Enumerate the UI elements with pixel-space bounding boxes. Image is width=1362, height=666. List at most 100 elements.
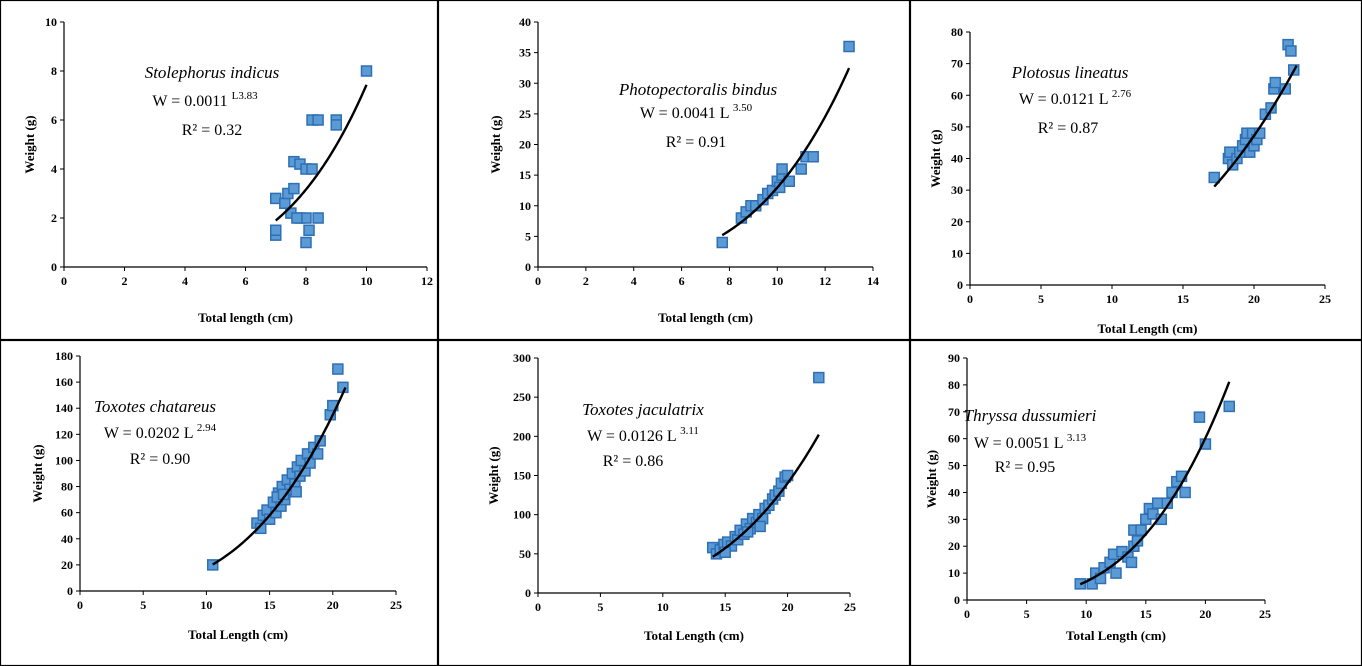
- x-tick-label: 20: [1199, 607, 1211, 621]
- data-point: [1110, 567, 1122, 579]
- r-squared-text: R² = 0.32: [182, 122, 243, 139]
- y-tick-label: 60: [951, 88, 963, 102]
- x-axis-label: Total Length (cm): [644, 628, 744, 643]
- x-tick-label: 10: [361, 274, 373, 288]
- data-point: [1223, 400, 1235, 413]
- data-point: [306, 163, 318, 175]
- equation-main: W = 0.0011: [152, 93, 231, 110]
- species-name: Toxotes jaculatrix: [582, 400, 704, 419]
- chart-panel-2: 0 5 10 15 20 25 30 35 40 0 2 4 6 8 10 12 14 Total length …: [438, 0, 910, 340]
- y-tick-label: 25: [519, 107, 531, 121]
- y-tick-label: 70: [948, 405, 960, 419]
- data-point: [291, 212, 303, 224]
- x-tick-label: 4: [631, 274, 637, 288]
- y-tick-label: 150: [513, 469, 531, 483]
- y-tick-label: 90: [948, 351, 960, 365]
- y-tick-label: 80: [61, 480, 73, 494]
- chart-svg-2: 0 5 10 15 20 25 30 35 40 0 2 4 6 8 10 12 14 Total length …: [438, 0, 910, 340]
- x-axis-label: Total length (cm): [198, 310, 293, 325]
- x-tick-label: 0: [535, 274, 541, 288]
- data-point: [807, 151, 819, 163]
- species-name: Photopectoralis bindus: [618, 80, 778, 99]
- x-tick-label: 20: [1248, 292, 1260, 306]
- chart-svg-1: 0 2 4 6 8 10 0 2 4 6 8 10 12 Total length (cm) Weight …: [0, 0, 438, 340]
- data-point: [312, 114, 324, 126]
- data-point: [773, 181, 786, 194]
- panel-border: [438, 0, 910, 340]
- y-axis-label: Weight (g): [924, 450, 939, 508]
- data-point: [332, 363, 344, 375]
- y-tick-label: 80: [948, 378, 960, 392]
- y-axis-label: Weight (g): [22, 115, 37, 173]
- x-tick-label: 10: [657, 600, 669, 614]
- chart-panel-5: 0 50 100 150 200 250 300 0 5 10 15 20 25 Total Length…: [438, 340, 910, 666]
- x-tick-label: 2: [122, 274, 128, 288]
- y-tick-label: 140: [55, 401, 73, 415]
- y-tick-label: 4: [51, 162, 57, 176]
- x-axis-label: Total length (cm): [658, 310, 753, 325]
- panel-border: [910, 340, 1362, 666]
- y-tick-label: 60: [948, 432, 960, 446]
- x-tick-label: 20: [782, 600, 794, 614]
- equation-exponent: 2.94: [197, 422, 217, 434]
- panel-border: [0, 0, 438, 340]
- y-tick-label: 100: [55, 453, 73, 467]
- data-point: [330, 119, 342, 131]
- x-axis-label: Total Length (cm): [188, 627, 288, 642]
- y-tick-label: 100: [513, 508, 531, 522]
- x-tick-label: 0: [535, 600, 541, 614]
- y-tick-label: 60: [61, 506, 73, 520]
- equation-text: W = 0.0121 L 2.76: [1019, 88, 1132, 108]
- panel-border: [0, 340, 438, 666]
- y-tick-label: 20: [948, 539, 960, 553]
- data-point: [1285, 45, 1297, 57]
- data-point: [1135, 524, 1147, 536]
- y-tick-label: 35: [519, 46, 531, 60]
- x-tick-label: 10: [200, 598, 212, 612]
- equation-text: W = 0.0041 L 3.50: [640, 102, 753, 122]
- y-tick-label: 180: [55, 349, 73, 363]
- x-tick-label: 4: [182, 274, 188, 288]
- r-squared-text: R² = 0.86: [603, 453, 664, 470]
- y-tick-label: 10: [45, 15, 57, 29]
- x-axis-label: Total Length (cm): [1066, 628, 1166, 643]
- data-point: [1269, 76, 1282, 89]
- species-name: Plotosus lineatus: [1011, 63, 1129, 82]
- data-point: [754, 520, 766, 533]
- y-tick-label: 0: [51, 260, 57, 274]
- equation-text: W = 0.0051 L 3.13: [974, 432, 1087, 452]
- data-point: [300, 236, 312, 249]
- y-tick-label: 300: [513, 351, 531, 365]
- y-tick-label: 5: [525, 229, 531, 243]
- chart-panel-4: 0 20 40 60 80 100 120 140 160 180 0 5 10 15 20 25 Total …: [0, 340, 438, 666]
- r-squared-text: R² = 0.91: [666, 134, 727, 151]
- trend-curve: [212, 387, 347, 566]
- data-point: [206, 559, 219, 571]
- x-tick-label: 25: [844, 600, 856, 614]
- x-tick-label: 15: [264, 598, 276, 612]
- data-point: [270, 224, 282, 236]
- data-point: [1131, 535, 1144, 547]
- equation-text: W = 0.0011 L3.83: [152, 90, 258, 110]
- y-tick-label: 30: [951, 183, 963, 197]
- r-squared-text: R² = 0.90: [130, 451, 191, 468]
- x-tick-label: 25: [1319, 292, 1331, 306]
- trend-curve: [1079, 381, 1231, 586]
- y-tick-label: 70: [951, 57, 963, 71]
- data-point: [1151, 497, 1164, 509]
- r-squared-text: R² = 0.87: [1038, 120, 1099, 137]
- x-tick-label: 25: [390, 598, 402, 612]
- y-tick-label: 6: [51, 113, 57, 127]
- x-tick-label: 8: [726, 274, 732, 288]
- y-tick-label: 20: [61, 558, 73, 572]
- x-tick-label: 5: [1024, 607, 1030, 621]
- x-tick-label: 6: [679, 274, 685, 288]
- equation-exponent: 3.50: [733, 102, 753, 114]
- panel-border: [438, 340, 910, 666]
- y-tick-label: 0: [954, 593, 960, 607]
- x-tick-label: 20: [327, 598, 339, 612]
- chart-svg-5: 0 50 100 150 200 250 300 0 5 10 15 20 25 Total Length…: [438, 340, 910, 666]
- x-tick-label: 10: [1080, 607, 1092, 621]
- y-tick-label: 250: [513, 390, 531, 404]
